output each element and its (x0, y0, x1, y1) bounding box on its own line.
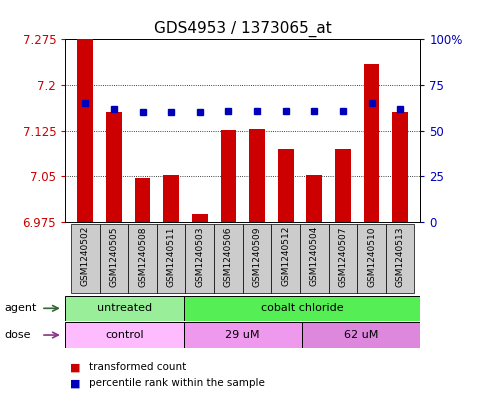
Text: GSM1240502: GSM1240502 (81, 226, 90, 286)
Bar (302, 322, 420, 348)
Text: GSM1240510: GSM1240510 (367, 226, 376, 286)
Bar (192, 214, 208, 222)
Bar (271, 224, 300, 293)
Text: ■: ■ (70, 378, 81, 388)
Text: GSM1240503: GSM1240503 (195, 226, 204, 286)
Bar (386, 224, 414, 293)
Bar (328, 224, 357, 293)
Bar (300, 224, 328, 293)
Bar (221, 130, 236, 222)
Title: GDS4953 / 1373065_at: GDS4953 / 1373065_at (154, 20, 332, 37)
Bar (214, 224, 243, 293)
Text: 62 uM: 62 uM (344, 330, 378, 340)
Bar (135, 178, 150, 222)
Text: agent: agent (5, 303, 37, 313)
Text: GSM1240506: GSM1240506 (224, 226, 233, 286)
Text: GSM1240509: GSM1240509 (253, 226, 261, 286)
Text: control: control (105, 330, 143, 340)
Bar (65, 296, 184, 321)
Text: percentile rank within the sample: percentile rank within the sample (89, 378, 265, 388)
Bar (184, 296, 420, 321)
Text: GSM1240508: GSM1240508 (138, 226, 147, 286)
Bar (335, 149, 351, 222)
Text: dose: dose (5, 330, 31, 340)
Text: transformed count: transformed count (89, 362, 186, 373)
Bar (392, 112, 408, 222)
Bar (99, 224, 128, 293)
Text: cobalt chloride: cobalt chloride (260, 303, 343, 313)
Text: GSM1240512: GSM1240512 (281, 226, 290, 286)
Bar (364, 64, 380, 222)
Bar (163, 175, 179, 222)
Bar (128, 224, 157, 293)
Text: 29 uM: 29 uM (226, 330, 260, 340)
Text: GSM1240511: GSM1240511 (167, 226, 176, 286)
Bar (65, 322, 184, 348)
Text: GSM1240507: GSM1240507 (339, 226, 347, 286)
Bar (278, 149, 294, 222)
Bar (106, 112, 122, 222)
Text: ■: ■ (70, 362, 81, 373)
Bar (157, 224, 185, 293)
Bar (77, 39, 93, 222)
Bar (249, 129, 265, 222)
Text: GSM1240504: GSM1240504 (310, 226, 319, 286)
Text: GSM1240513: GSM1240513 (396, 226, 405, 286)
Bar (185, 224, 214, 293)
Bar (71, 224, 99, 293)
Text: GSM1240505: GSM1240505 (109, 226, 118, 286)
Bar (306, 175, 322, 222)
Bar (184, 322, 302, 348)
Bar (243, 224, 271, 293)
Text: untreated: untreated (97, 303, 152, 313)
Bar (357, 224, 386, 293)
